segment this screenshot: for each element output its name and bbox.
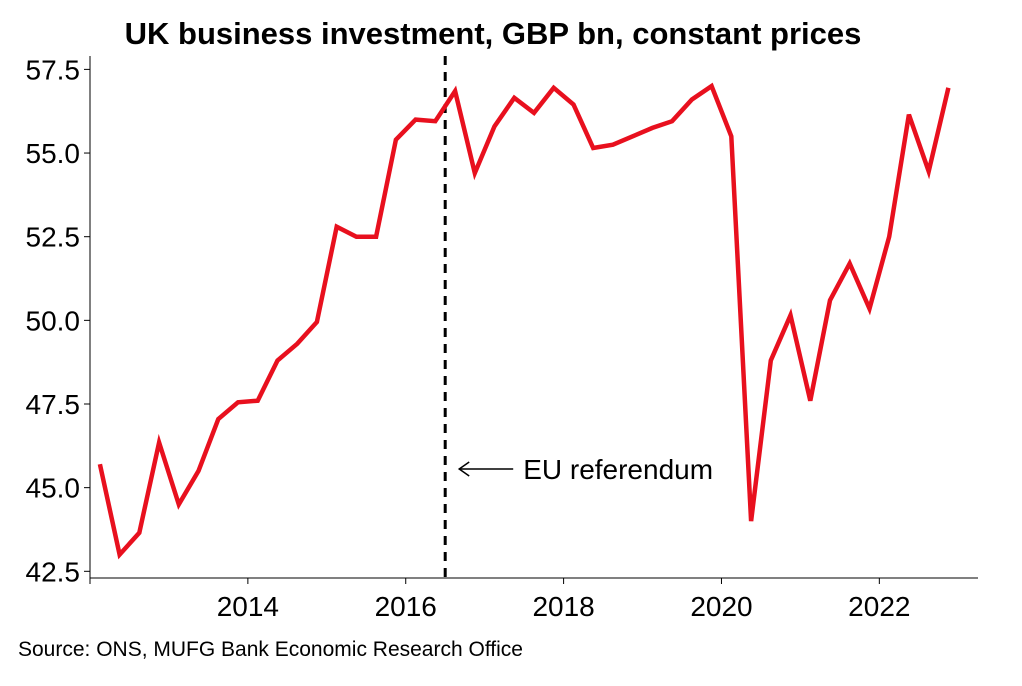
- annotation-layer: EU referendum: [443, 56, 713, 578]
- y-axis: 42.5 45.0 47.5 50.0 52.5 55.0 57.5: [26, 54, 91, 587]
- y-tick-label: 52.5: [26, 222, 81, 253]
- annotation-label: EU referendum: [523, 454, 713, 485]
- series-line: [97, 82, 951, 560]
- x-axis: 2014 2016 2018 2020 2022: [89, 577, 978, 622]
- x-tick-label: 2018: [532, 591, 594, 622]
- chart-title: UK business investment, GBP bn, constant…: [125, 16, 862, 51]
- x-tick-label: 2014: [217, 591, 279, 622]
- series-layer: [97, 82, 951, 560]
- source-note: Source: ONS, MUFG Bank Economic Research…: [18, 638, 523, 661]
- y-tick-label: 57.5: [26, 54, 81, 85]
- y-tick-label: 55.0: [26, 138, 81, 169]
- y-tick-label: 47.5: [26, 389, 81, 420]
- y-tick-label: 45.0: [26, 473, 81, 504]
- x-tick-label: 2020: [690, 591, 752, 622]
- x-tick-label: 2016: [375, 591, 437, 622]
- arrow-left-icon: [457, 461, 470, 477]
- x-tick-label: 2022: [848, 591, 910, 622]
- y-tick-label: 42.5: [26, 556, 81, 587]
- y-tick-label: 50.0: [26, 305, 81, 336]
